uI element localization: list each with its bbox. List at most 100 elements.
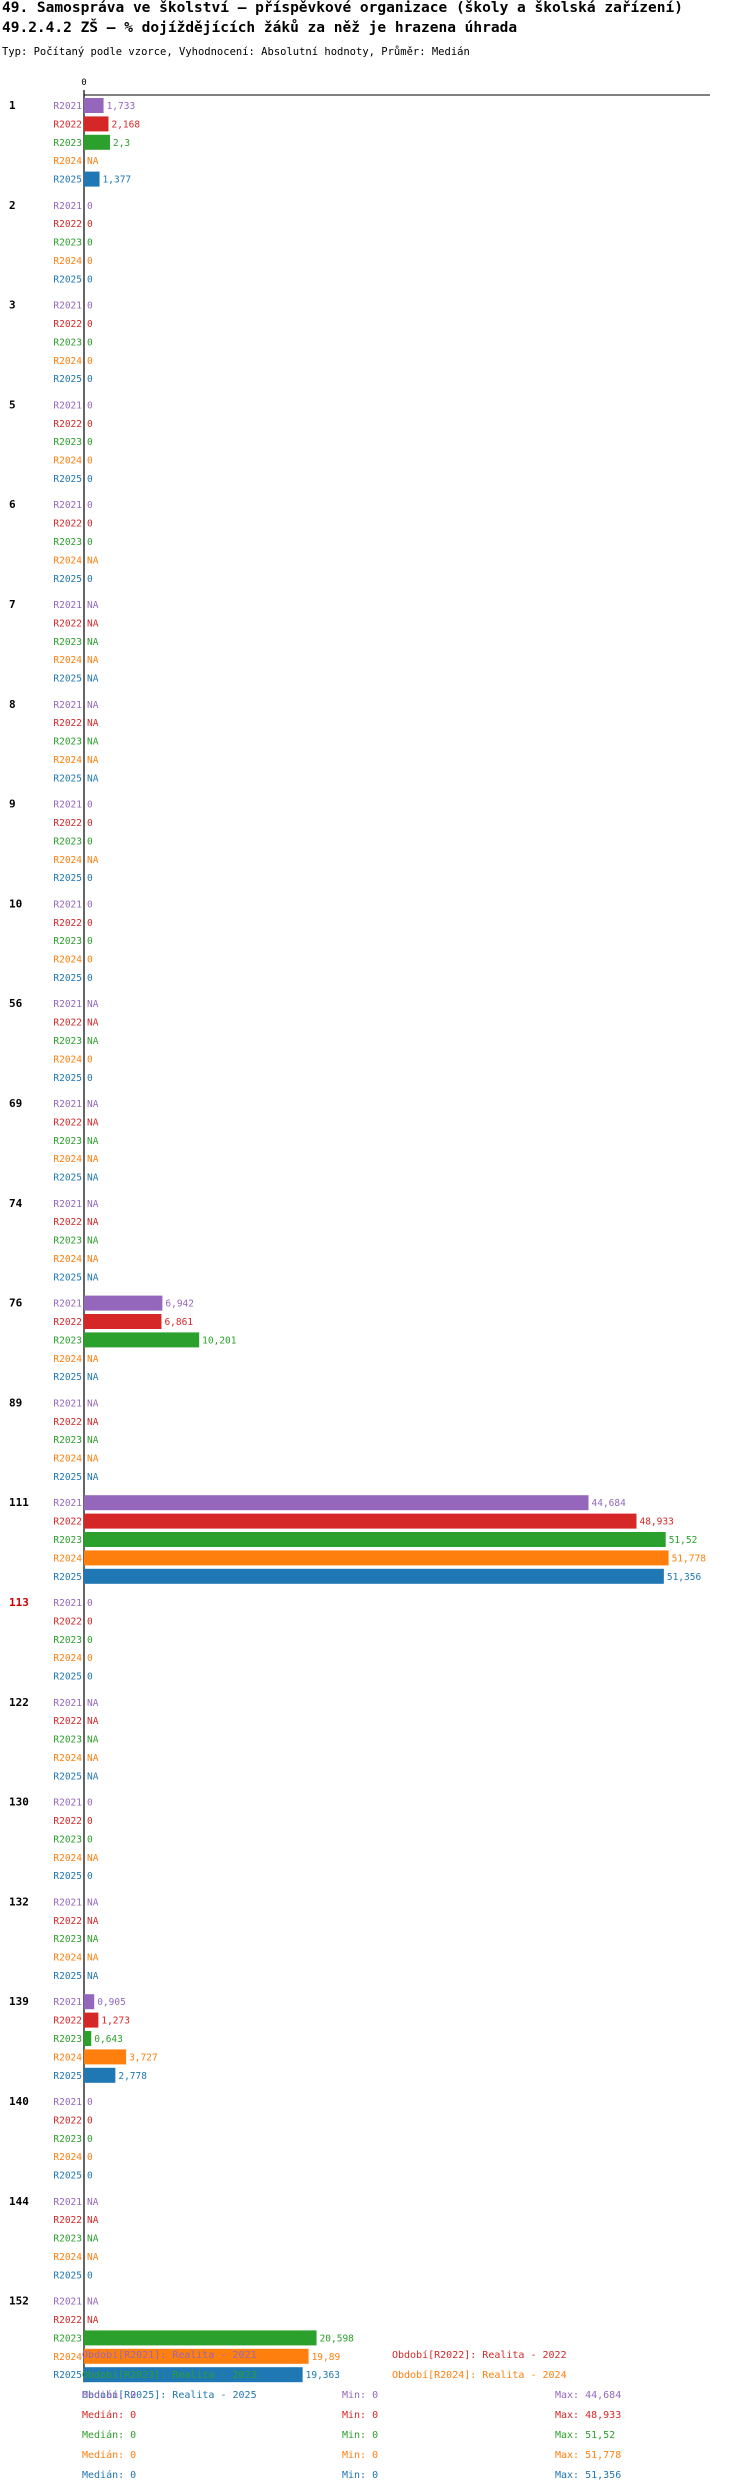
bar bbox=[84, 2330, 317, 2346]
series-label: R2024 bbox=[53, 1354, 82, 1365]
data-label: NA bbox=[87, 1372, 99, 1383]
data-label: NA bbox=[87, 1154, 99, 1165]
data-label: 20,598 bbox=[320, 2333, 355, 2344]
series-label: R2025 bbox=[53, 2370, 82, 2381]
data-label: 0 bbox=[87, 374, 93, 385]
data-label: 0 bbox=[87, 201, 93, 212]
data-label: NA bbox=[87, 1735, 99, 1746]
series-label: R2025 bbox=[53, 1771, 82, 1782]
series-label: R2021 bbox=[53, 1997, 82, 2008]
series-label: R2024 bbox=[53, 955, 82, 966]
data-label: NA bbox=[87, 1136, 99, 1147]
data-label: NA bbox=[87, 1953, 99, 1964]
data-label: 0 bbox=[87, 1653, 93, 1664]
legend-stat-max: Max: 51,52 bbox=[555, 2430, 616, 2441]
data-label: NA bbox=[87, 1398, 99, 1409]
x-tick-label: 0 bbox=[81, 78, 86, 88]
series-label: R2021 bbox=[53, 1498, 82, 1509]
category-label: 76 bbox=[9, 1297, 23, 1310]
series-label: R2021 bbox=[53, 2097, 82, 2108]
data-label: 0 bbox=[87, 437, 93, 448]
data-label: 0 bbox=[87, 955, 93, 966]
series-label: R2021 bbox=[53, 700, 82, 711]
bar bbox=[84, 1568, 664, 1584]
data-label: NA bbox=[87, 1173, 99, 1184]
series-label: R2025 bbox=[53, 474, 82, 485]
data-label: 0 bbox=[87, 574, 93, 585]
category-label: 111 bbox=[9, 1496, 29, 1509]
series-label: R2025 bbox=[53, 1472, 82, 1483]
data-label: NA bbox=[87, 555, 99, 566]
series-label: R2023 bbox=[53, 138, 82, 149]
category-label: 152 bbox=[9, 2295, 29, 2308]
data-label: 3,727 bbox=[129, 2052, 158, 2063]
category-label: 7 bbox=[9, 598, 16, 611]
series-label: R2023 bbox=[53, 1236, 82, 1247]
data-label: 0 bbox=[87, 301, 93, 312]
series-label: R2022 bbox=[53, 1018, 82, 1029]
data-label: 0 bbox=[87, 238, 93, 249]
data-label: NA bbox=[87, 156, 99, 167]
series-label: R2023 bbox=[53, 1335, 82, 1346]
series-label: R2022 bbox=[53, 2215, 82, 2226]
series-label: R2025 bbox=[53, 1372, 82, 1383]
data-label: 0 bbox=[87, 818, 93, 829]
series-label: R2024 bbox=[53, 2052, 82, 2063]
data-label: NA bbox=[87, 737, 99, 748]
data-label: 44,684 bbox=[592, 1498, 627, 1509]
data-label: NA bbox=[87, 618, 99, 629]
bar bbox=[84, 116, 109, 132]
data-label: 0 bbox=[87, 456, 93, 467]
bar bbox=[84, 98, 104, 113]
data-label: 0 bbox=[87, 219, 93, 230]
data-label: 0 bbox=[87, 1834, 93, 1845]
series-label: R2022 bbox=[53, 2115, 82, 2126]
data-label: 0 bbox=[87, 1616, 93, 1627]
data-label: NA bbox=[87, 1853, 99, 1864]
series-label: R2025 bbox=[53, 2270, 82, 2281]
series-label: R2024 bbox=[53, 1953, 82, 1964]
data-label: 0 bbox=[87, 1798, 93, 1809]
category-label: 3 bbox=[9, 299, 16, 312]
series-label: R2022 bbox=[53, 419, 82, 430]
category-label: 74 bbox=[9, 1197, 23, 1210]
data-label: 0 bbox=[87, 2152, 93, 2163]
data-label: 0 bbox=[87, 337, 93, 348]
series-label: R2021 bbox=[53, 1798, 82, 1809]
data-label: NA bbox=[87, 1354, 99, 1365]
series-label: R2023 bbox=[53, 2034, 82, 2045]
series-label: R2023 bbox=[53, 1535, 82, 1546]
series-label: R2021 bbox=[53, 301, 82, 312]
series-label: R2021 bbox=[53, 1099, 82, 1110]
series-label: R2023 bbox=[53, 2333, 82, 2344]
series-label: R2021 bbox=[53, 999, 82, 1010]
data-label: NA bbox=[87, 674, 99, 685]
series-label: R2024 bbox=[53, 1853, 82, 1864]
data-label: NA bbox=[87, 1199, 99, 1210]
data-label: NA bbox=[87, 1417, 99, 1428]
series-label: R2024 bbox=[53, 2152, 82, 2163]
series-label: R2024 bbox=[53, 356, 82, 367]
series-label: R2023 bbox=[53, 1435, 82, 1446]
series-label: R2024 bbox=[53, 1753, 82, 1764]
data-label: NA bbox=[87, 600, 99, 611]
series-label: R2022 bbox=[53, 618, 82, 629]
series-label: R2021 bbox=[53, 1598, 82, 1609]
bar bbox=[84, 1332, 200, 1348]
series-label: R2022 bbox=[53, 1616, 82, 1627]
data-label: 48,933 bbox=[639, 1517, 673, 1528]
series-label: R2022 bbox=[53, 219, 82, 230]
series-label: R2025 bbox=[53, 374, 82, 385]
data-label: 0 bbox=[87, 936, 93, 947]
series-label: R2025 bbox=[53, 175, 82, 186]
series-label: R2025 bbox=[53, 2171, 82, 2182]
data-label: 51,356 bbox=[667, 1572, 702, 1583]
data-label: 51,52 bbox=[669, 1535, 698, 1546]
series-label: R2025 bbox=[53, 1173, 82, 1184]
series-label: R2023 bbox=[53, 1934, 82, 1945]
series-label: R2022 bbox=[53, 1517, 82, 1528]
series-label: R2022 bbox=[53, 2016, 82, 2027]
chart-subtitle: 49.2.4.2 ZŠ – % dojíždějících žáků za ně… bbox=[2, 20, 518, 36]
data-label: NA bbox=[87, 655, 99, 666]
series-label: R2022 bbox=[53, 519, 82, 530]
